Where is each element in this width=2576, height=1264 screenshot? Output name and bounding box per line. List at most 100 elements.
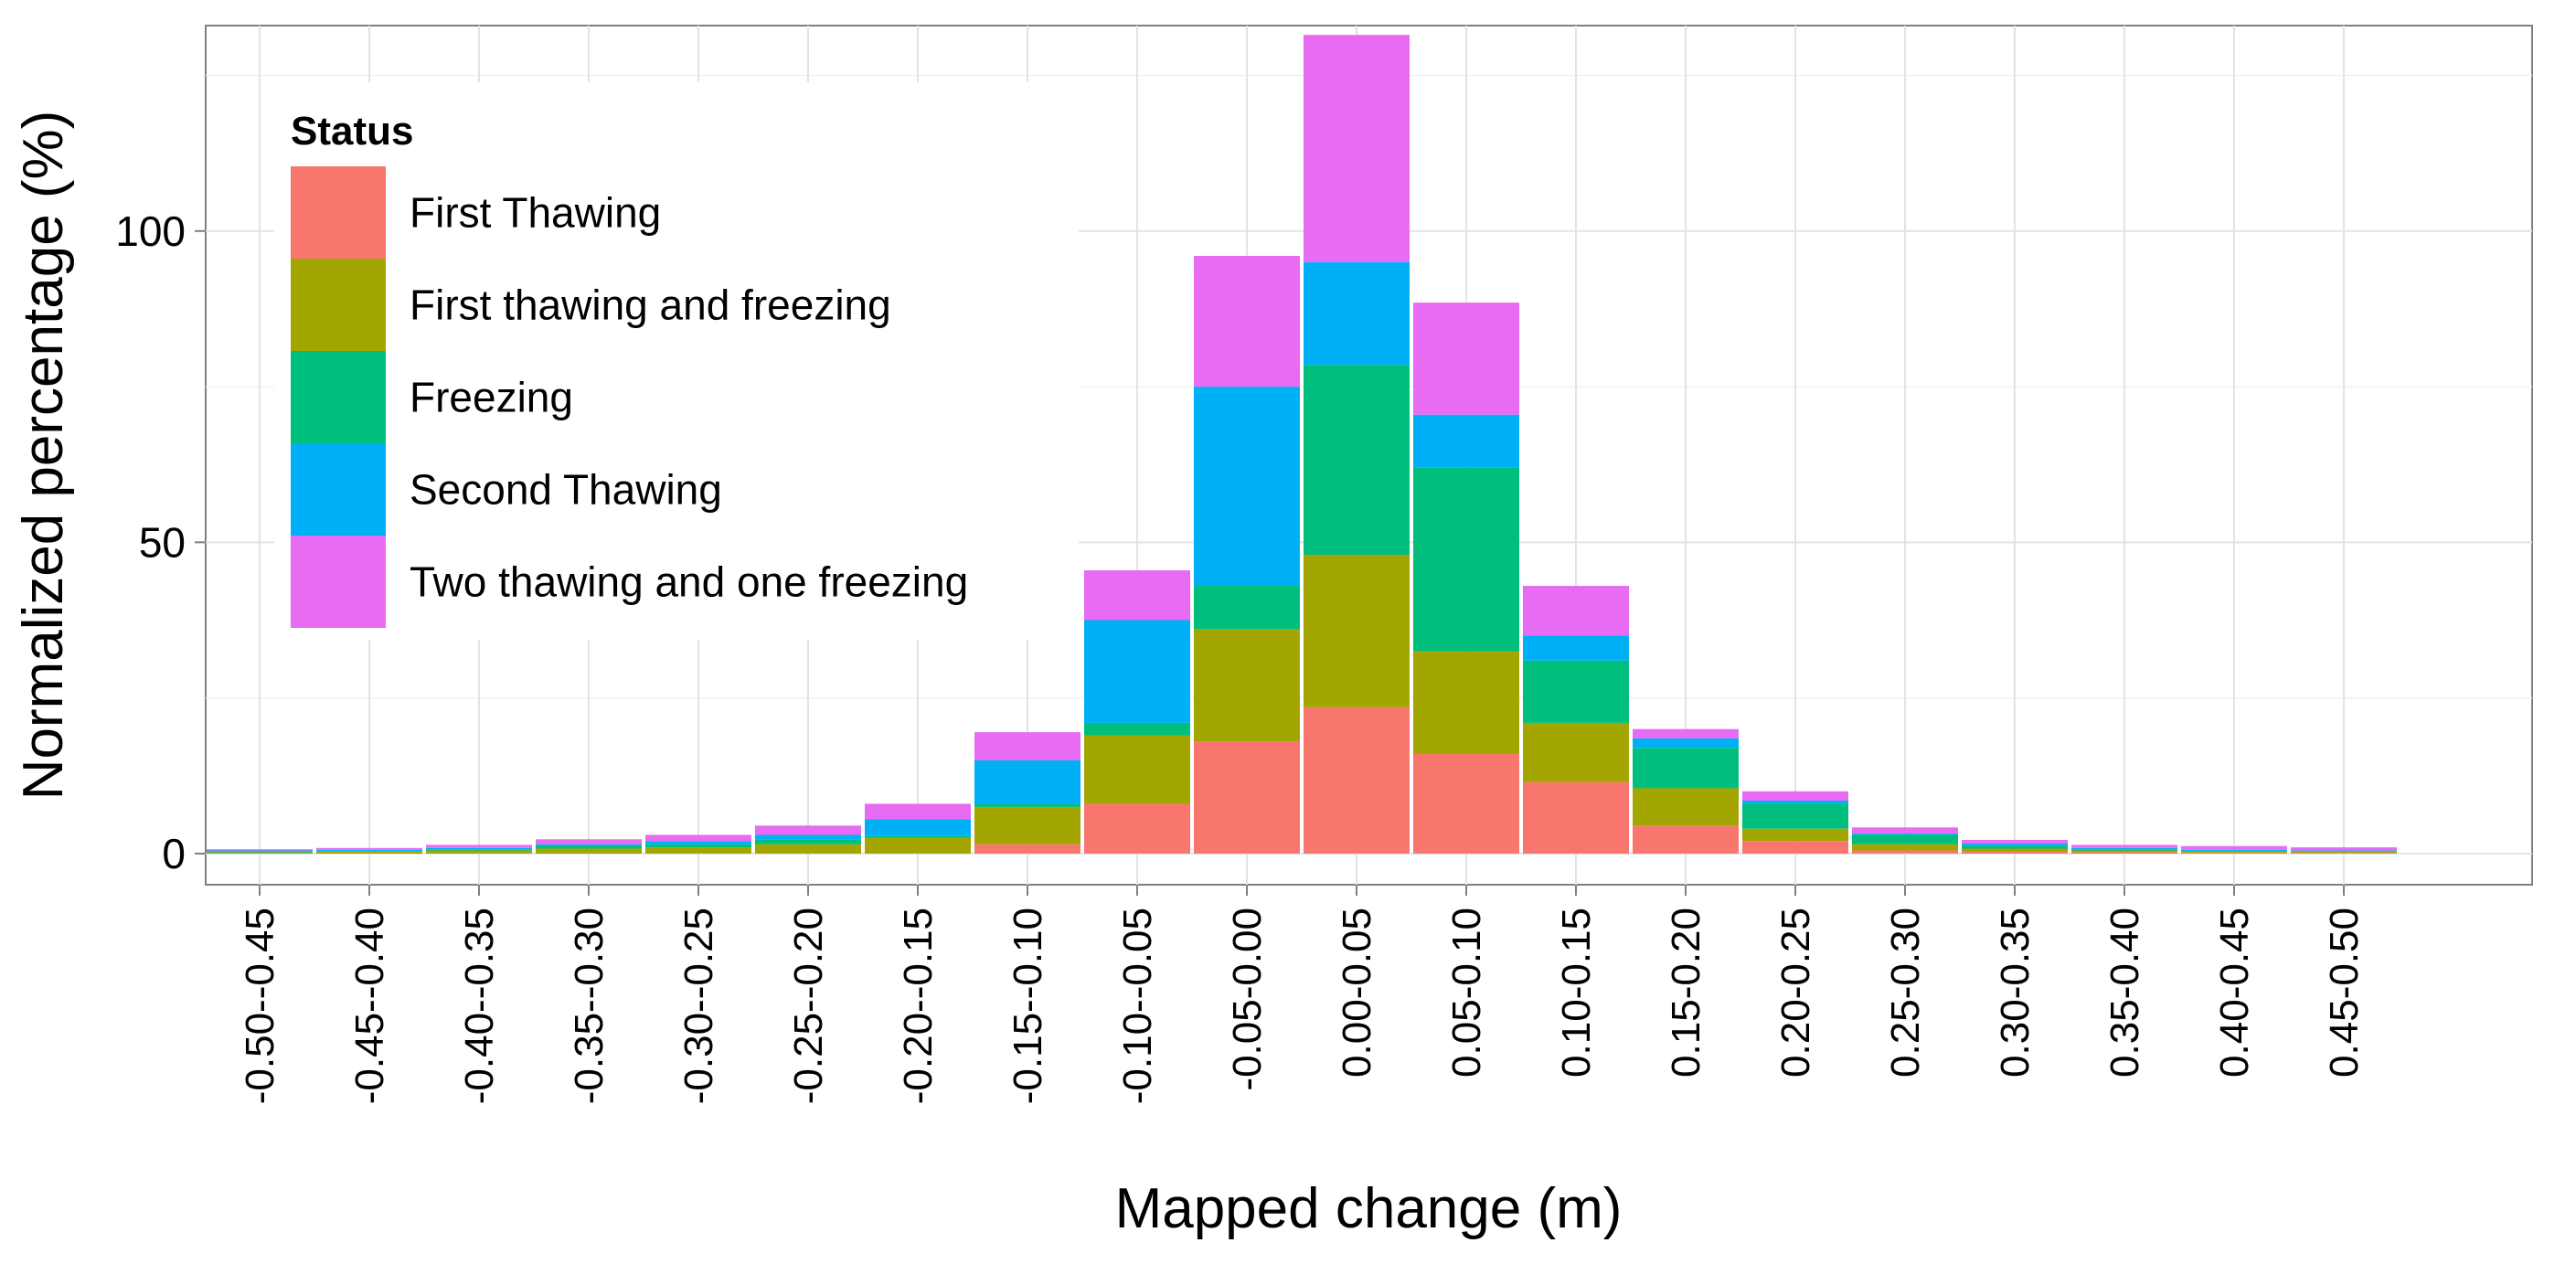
- bar-segment: [426, 849, 532, 851]
- y-tick-label: 50: [139, 518, 186, 566]
- bar-segment: [316, 851, 422, 854]
- bar-segment: [865, 835, 971, 838]
- bar-segment: [1852, 827, 1958, 834]
- bar-segment: [1304, 35, 1410, 262]
- bars: [207, 35, 2397, 854]
- legend-label: Second Thawing: [410, 466, 722, 514]
- bar-segment: [207, 850, 313, 852]
- bar-segment: [1413, 414, 1519, 468]
- bar-segment: [1194, 586, 1300, 630]
- legend-key: [291, 443, 386, 536]
- bar-segment: [2071, 852, 2177, 854]
- bar-segment: [1084, 570, 1190, 621]
- bar-segment: [865, 803, 971, 820]
- legend-key: [291, 259, 386, 351]
- bar-segment: [1523, 586, 1629, 636]
- bar-segment: [865, 819, 971, 836]
- bar-segment: [1962, 845, 2068, 849]
- x-tick-label: -0.20--0.15: [896, 908, 941, 1104]
- bar-segment: [426, 847, 532, 850]
- bar-segment: [2291, 851, 2397, 852]
- x-tick-label: -0.40--0.35: [457, 908, 502, 1104]
- bar-segment: [2071, 850, 2177, 853]
- bar-segment: [1084, 722, 1190, 736]
- bar-segment: [755, 839, 861, 844]
- bar-segment: [207, 849, 313, 851]
- y-axis: 0 50 100: [115, 207, 206, 877]
- bar-segment: [974, 806, 1080, 844]
- bar-segment: [1413, 303, 1519, 415]
- x-tick-label: 0.40-0.45: [2212, 908, 2257, 1078]
- bar-segment: [1304, 261, 1410, 366]
- bar-segment: [1304, 706, 1410, 854]
- bar-segment: [316, 849, 422, 852]
- bar-segment: [2291, 853, 2397, 854]
- bar-segment: [1742, 801, 1848, 804]
- bar-segment: [536, 844, 642, 846]
- x-tick-label: 0.45-0.50: [2322, 908, 2367, 1078]
- bar-segment: [1413, 651, 1519, 754]
- x-tick-label: 0.30-0.35: [1993, 908, 2038, 1078]
- bar-segment: [536, 848, 642, 854]
- bar-segment: [974, 844, 1080, 854]
- bar-segment: [2181, 853, 2287, 854]
- legend-key: [291, 351, 386, 443]
- bar-segment: [1304, 365, 1410, 555]
- bar-segment: [207, 851, 313, 853]
- bar-segment: [1523, 722, 1629, 782]
- bar-segment: [645, 844, 751, 848]
- bar-segment: [536, 845, 642, 849]
- bar-segment: [2291, 851, 2397, 854]
- bar-segment: [2071, 844, 2177, 848]
- bar-segment: [1413, 467, 1519, 652]
- bar-segment: [1194, 629, 1300, 742]
- bar-segment: [1962, 839, 2068, 844]
- x-tick-label: 0.05-0.10: [1444, 908, 1489, 1078]
- bar-segment: [2181, 851, 2287, 852]
- x-axis-title: Mapped change (m): [1115, 1177, 1623, 1240]
- legend-key: [291, 536, 386, 628]
- bar-segment: [1633, 738, 1739, 749]
- legend-label: Two thawing and one freezing: [410, 558, 968, 606]
- legend-label: First thawing and freezing: [410, 281, 891, 329]
- bar-segment: [1413, 753, 1519, 854]
- bar-segment: [2071, 849, 2177, 851]
- bar-segment: [1084, 620, 1190, 723]
- bar-segment: [1742, 828, 1848, 842]
- legend-background: [274, 82, 1079, 640]
- legend: Status First Thawing First thawing and fr…: [274, 82, 1079, 640]
- x-tick-label: -0.35--0.30: [567, 908, 612, 1104]
- x-tick-label: -0.05-0.00: [1225, 908, 1270, 1091]
- bar-segment: [1523, 781, 1629, 854]
- bar-segment: [536, 839, 642, 844]
- x-axis: -0.50--0.45 -0.45--0.40 -0.40--0.35 -0.35--…: [238, 885, 2367, 1104]
- bar-segment: [426, 850, 532, 854]
- bar-segment: [974, 732, 1080, 760]
- bar-segment: [1304, 554, 1410, 707]
- bar-segment: [755, 844, 861, 854]
- x-tick-label: -0.15--0.10: [1006, 908, 1050, 1104]
- bar-segment: [2181, 845, 2287, 850]
- y-tick-label: 100: [115, 207, 186, 255]
- legend-items: First Thawing First thawing and freezing F…: [291, 166, 968, 628]
- legend-key: [291, 166, 386, 259]
- legend-title: Status: [291, 109, 413, 154]
- bar-segment: [207, 852, 313, 854]
- bar-segment: [1633, 728, 1739, 738]
- x-tick-label: 0.25-0.30: [1883, 908, 1928, 1078]
- bar-segment: [645, 841, 751, 844]
- bar-segment: [1633, 748, 1739, 789]
- bar-segment: [1962, 844, 2068, 846]
- bar-segment: [1523, 660, 1629, 723]
- x-tick-label: 0.10-0.15: [1554, 908, 1599, 1078]
- bar-segment: [1194, 387, 1300, 587]
- bar-segment: [426, 844, 532, 848]
- bar-segment: [974, 803, 1080, 807]
- legend-label: First Thawing: [410, 189, 661, 237]
- x-tick-label: -0.25--0.20: [786, 908, 831, 1104]
- bar-segment: [865, 837, 971, 854]
- legend-label: Freezing: [410, 374, 573, 421]
- bar-segment: [1194, 741, 1300, 854]
- x-tick-label: -0.45--0.40: [347, 908, 392, 1104]
- x-tick-label: 0.20-0.25: [1773, 908, 1818, 1078]
